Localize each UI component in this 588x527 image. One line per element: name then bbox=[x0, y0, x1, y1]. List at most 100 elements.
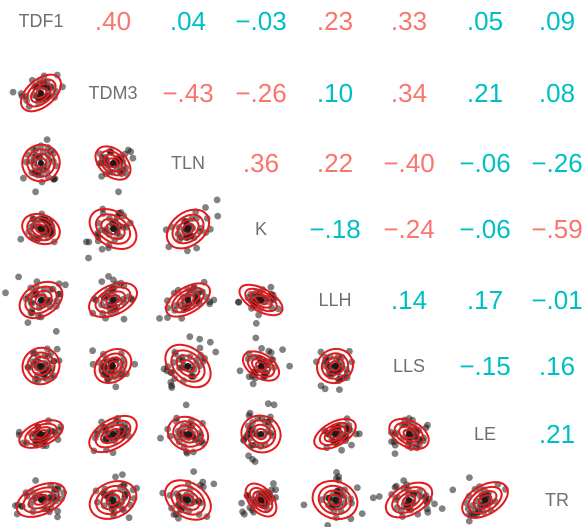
density-ellipse bbox=[313, 418, 357, 450]
density-ellipse bbox=[21, 346, 61, 386]
centroid-point bbox=[258, 497, 264, 503]
scatter-panel-tr-lls bbox=[369, 477, 438, 520]
data-point bbox=[336, 386, 343, 393]
density-ellipse bbox=[100, 218, 126, 240]
data-point bbox=[131, 360, 139, 368]
centroid-point bbox=[38, 226, 44, 232]
density-ellipse bbox=[249, 291, 273, 309]
density-ellipse bbox=[180, 294, 196, 306]
scatter-panel-lls-tln bbox=[160, 333, 220, 391]
density-ellipse bbox=[21, 212, 61, 246]
data-point bbox=[182, 401, 190, 409]
scatter-panel-le-tdf1 bbox=[15, 417, 65, 450]
density-ellipse bbox=[477, 494, 493, 506]
data-point bbox=[353, 484, 361, 492]
data-point bbox=[24, 319, 32, 326]
density-ellipse bbox=[170, 286, 206, 314]
data-point bbox=[125, 514, 133, 522]
scatter-panel-tr-k bbox=[238, 480, 280, 518]
data-point bbox=[112, 383, 120, 391]
density-ellipse bbox=[241, 350, 281, 382]
data-point bbox=[321, 385, 329, 393]
density-ellipse bbox=[26, 148, 56, 178]
density-ellipse bbox=[34, 429, 48, 439]
data-point bbox=[438, 505, 446, 512]
correlation-k-lls: −.24 bbox=[383, 214, 434, 244]
density-ellipse bbox=[94, 286, 132, 314]
correlation-tln-llh: .22 bbox=[317, 148, 353, 178]
density-ellipse bbox=[34, 223, 48, 235]
scatter-panel-k-tln bbox=[162, 196, 222, 255]
data-point bbox=[210, 480, 218, 488]
data-point bbox=[449, 486, 457, 494]
density-ellipse bbox=[245, 419, 277, 449]
correlation-tdf1-le: .05 bbox=[467, 6, 503, 36]
centroid-point bbox=[110, 497, 116, 503]
density-ellipse bbox=[99, 149, 127, 177]
density-ellipse bbox=[34, 86, 48, 100]
scatter-panel-k-tdm3 bbox=[82, 188, 138, 262]
density-ellipse bbox=[166, 415, 210, 453]
scatter-panel-le-llh bbox=[313, 415, 363, 454]
data-point bbox=[206, 338, 214, 346]
density-ellipse bbox=[107, 157, 119, 169]
density-ellipse bbox=[254, 427, 268, 441]
data-point bbox=[279, 346, 286, 353]
density-ellipse bbox=[327, 493, 343, 507]
density-ellipse bbox=[102, 356, 124, 376]
correlation-llh-lls: .14 bbox=[391, 285, 427, 315]
data-point bbox=[212, 348, 220, 356]
data-point bbox=[214, 212, 222, 220]
density-ellipse bbox=[176, 290, 200, 310]
data-point bbox=[196, 335, 204, 343]
density-ellipse bbox=[180, 493, 196, 507]
data-point bbox=[54, 507, 62, 515]
density-ellipse bbox=[402, 428, 416, 440]
density-ellipse bbox=[467, 485, 503, 515]
data-point bbox=[9, 88, 17, 96]
variable-label-tdf1: TDF1 bbox=[19, 11, 64, 31]
centroid-point bbox=[110, 160, 116, 166]
correlation-tln-tr: −.26 bbox=[531, 148, 582, 178]
data-point bbox=[190, 468, 198, 475]
scatter-panel-llh-k bbox=[234, 283, 284, 327]
data-point bbox=[193, 244, 201, 252]
data-point bbox=[264, 400, 272, 408]
density-ellipse bbox=[105, 493, 121, 507]
data-point bbox=[20, 174, 27, 182]
density-ellipse bbox=[30, 355, 52, 377]
density-ellipse bbox=[398, 425, 420, 443]
density-ellipse bbox=[323, 425, 347, 443]
density-ellipse bbox=[24, 285, 58, 315]
centroid-point bbox=[185, 363, 191, 369]
density-ellipse bbox=[103, 153, 123, 173]
density-ellipse bbox=[88, 480, 138, 520]
data-point bbox=[112, 473, 119, 481]
density-ellipse bbox=[30, 152, 52, 174]
data-point bbox=[184, 247, 191, 255]
data-point bbox=[89, 347, 96, 355]
correlation-tdm3-lls: .34 bbox=[391, 78, 427, 108]
data-point bbox=[391, 450, 399, 457]
data-point bbox=[234, 298, 242, 306]
density-ellipse bbox=[26, 216, 56, 242]
density-ellipse bbox=[24, 422, 58, 446]
scatter-panel-lls-tdf1 bbox=[21, 328, 63, 386]
correlation-tdm3-llh: .10 bbox=[317, 78, 353, 108]
density-ellipse bbox=[26, 351, 56, 381]
density-ellipse bbox=[25, 78, 57, 108]
data-point bbox=[2, 289, 9, 297]
density-ellipse bbox=[255, 494, 267, 506]
density-ellipse bbox=[176, 218, 200, 240]
data-point bbox=[157, 434, 164, 442]
centroid-point bbox=[185, 497, 191, 503]
data-point bbox=[324, 522, 332, 527]
data-point bbox=[258, 345, 265, 352]
variable-label-le: LE bbox=[474, 424, 496, 444]
density-ellipse bbox=[328, 428, 342, 440]
density-ellipse bbox=[250, 423, 272, 445]
correlation-k-llh: −.18 bbox=[309, 214, 360, 244]
data-point bbox=[358, 510, 366, 517]
centroid-point bbox=[110, 226, 116, 232]
centroid-point bbox=[406, 497, 412, 503]
